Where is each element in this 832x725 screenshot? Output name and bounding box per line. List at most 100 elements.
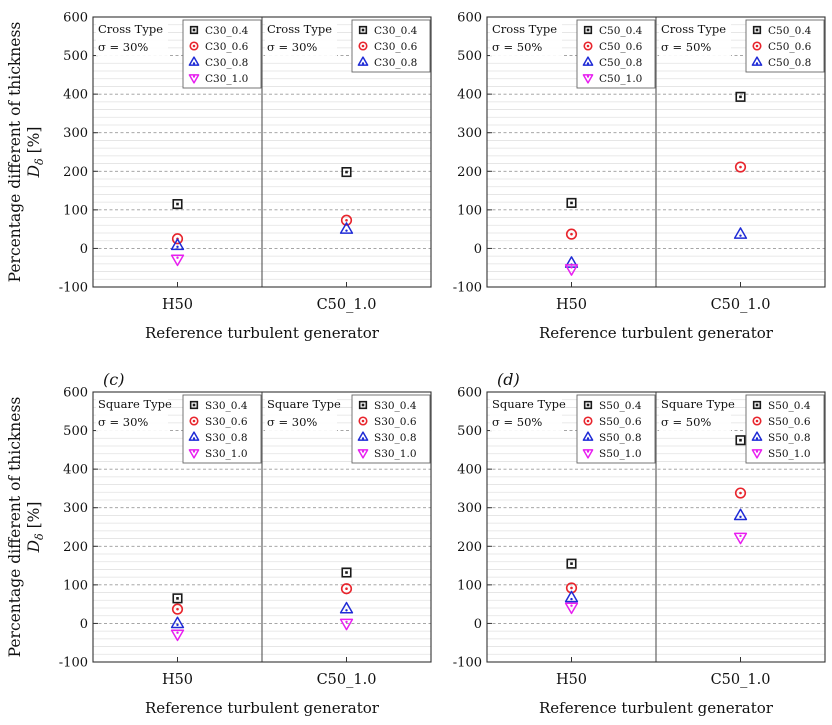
legend-marker-s50-0-4-dot [586,403,590,407]
panel-label: (c) [103,370,124,389]
y-axis-label-line1: Percentage different of thickness [6,397,24,658]
annotation-sigma: σ = 50% [492,415,542,429]
data-point-c30-0-8-dot [345,229,348,232]
legend-label: S30_0.6 [205,416,248,428]
x-tick-label: H50 [162,672,193,688]
data-point-c30-0-4 [172,199,183,210]
legend-marker-c50-0-6-dot [755,44,759,48]
y-tick-label: 500 [63,424,88,439]
data-point-c50-0-8-dot [739,234,742,237]
annotation-sigma: σ = 30% [267,415,317,429]
legend-label: S50_0.4 [599,400,642,412]
legend-label: C30_0.8 [205,57,248,69]
legend-marker-s50-0-8 [751,431,763,441]
y-axis-label-line2: Dδ [%] [25,502,46,554]
legend-label: C30_0.6 [205,41,249,53]
y-tick-label: -100 [453,281,482,296]
data-point-c30-0-8 [339,222,354,234]
legend-marker-c50-0-8 [582,56,594,66]
y-tick-label: 0 [474,242,482,257]
annotation-type: Cross Type [267,22,332,36]
x-axis-label: Reference turbulent generator [539,324,774,342]
data-point-c50-1-0-dot [570,266,573,269]
data-point-s50-0-6-dot [570,586,573,590]
legend-marker-c50-0-6 [752,41,762,51]
legend-marker-s50-0-6 [583,416,593,426]
legend-box [351,394,431,464]
data-point-c50-0-8 [733,227,748,239]
data-point-c30-0-8 [170,238,185,251]
legend-label: C50_0.8 [599,57,642,69]
legend-label: S50_0.4 [768,400,811,412]
data-point-c50-1-0 [564,264,579,276]
plot-frame [92,16,432,288]
legend-marker-c50-1-0-dot [586,75,590,78]
data-point-s30-0-4 [172,593,183,604]
data-point-s50-0-4 [566,558,577,569]
y-label-subscript: δ [33,158,46,165]
annotation-bg [659,395,731,431]
y-label-symbol: D [25,164,43,178]
legend-marker-s50-0-6 [752,416,762,426]
y-tick-label: 500 [63,49,88,64]
data-point-c30-0-4-dot [345,170,348,174]
legend-label: C50_0.8 [768,57,811,69]
legend-marker-s30-1-0-dot [192,450,196,453]
y-label-unit: [%] [25,127,43,159]
legend-marker-s30-0-8 [188,431,200,441]
y-label-symbol: D [25,539,43,553]
y-tick-label: 400 [63,463,88,478]
data-point-c50-0-6-dot [570,232,573,236]
panel-1: -100 0 100 200 300 400 500 600 H50 C50_1.0 Referen… [6,11,432,342]
data-point-c50-0-6 [734,161,747,173]
legend-marker-c50-0-6 [583,41,593,51]
data-point-s30-1-0 [170,629,185,642]
x-axis-label: Reference turbulent generator [539,699,774,717]
legend-marker-s30-1-0 [357,449,369,459]
annotation-bg [96,395,168,431]
legend-box [576,394,656,464]
legend-marker-c50-1-0 [582,74,594,84]
annotation-sigma: σ = 30% [98,40,148,54]
legend-marker-s50-0-4-dot [755,403,759,407]
legend-marker-c30-0-6 [358,41,368,51]
x-axis-label: Reference turbulent generator [145,324,380,342]
data-point-s50-1-0-dot [739,534,742,538]
legend-marker-s30-1-0 [188,449,200,459]
legend-marker-s30-0-8-dot [361,437,365,440]
legend-label: S50_1.0 [768,448,811,460]
legend-label: S30_0.8 [374,432,417,444]
panel-4: -100 0 100 200 300 400 500 600 H50 C50_1.0 Referen… [453,370,826,717]
legend-marker-s30-0-4-dot [192,403,196,407]
annotation-bg [490,395,562,431]
legend-label: C30_0.4 [374,25,418,37]
legend-label: C50_0.4 [599,25,643,37]
legend-marker-s50-0-8 [582,431,594,441]
data-point-s50-0-4-dot [570,562,573,565]
y-label-subscript: δ [33,533,46,540]
legend-marker-c30-0-4-dot [361,28,365,32]
y-tick-label: 100 [457,203,482,218]
annotation-type: Square Type [267,397,341,411]
legend-marker-s50-1-0-dot [755,450,759,453]
legend-marker-s30-0-6-dot [192,419,196,423]
data-point-c50-0-4 [735,91,746,102]
annotation-bg [265,20,337,56]
legend-marker-s30-0-6 [189,416,199,426]
y-axis-label-line2: Dδ [%] [25,127,46,179]
data-point-s30-0-6 [171,603,184,615]
data-point-c30-0-4 [341,167,352,178]
annotation-type: Cross Type [661,22,726,36]
legend-label: C30_0.6 [374,41,418,53]
annotation-sigma: σ = 50% [492,40,542,54]
legend-marker-c30-0-8-dot [192,62,196,65]
legend-marker-s30-0-8 [357,431,369,441]
legend-label: S50_1.0 [599,448,642,460]
legend-box [745,394,825,464]
legend-marker-c50-0-4-dot [755,28,759,32]
x-tick-label: H50 [556,672,587,688]
data-point-s30-1-0-dot [176,631,179,634]
data-point-s50-0-6 [734,487,747,499]
plot-frame [486,391,826,663]
data-point-c50-0-6 [565,228,578,240]
